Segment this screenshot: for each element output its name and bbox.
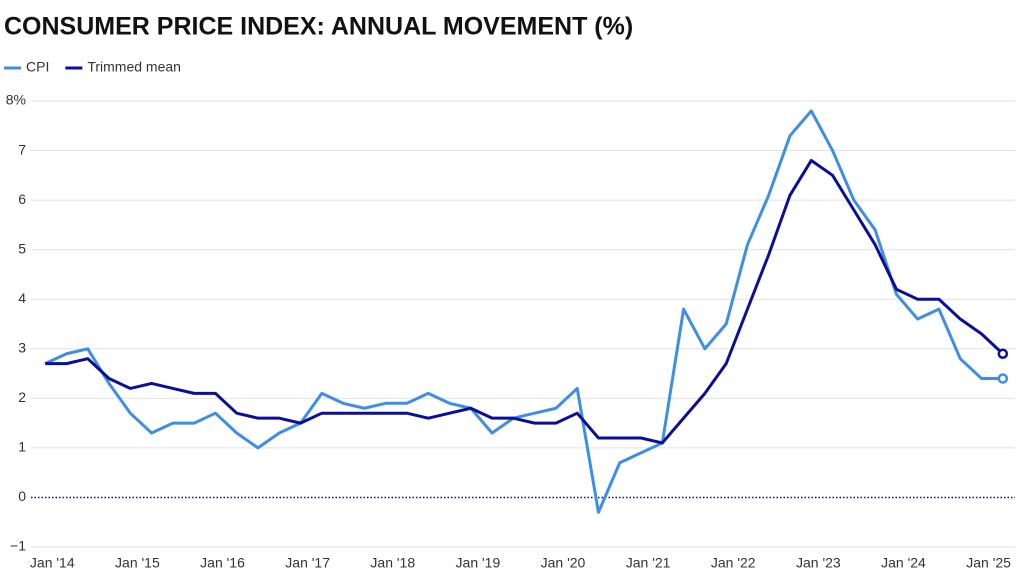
- y-tick-label: 4: [18, 290, 26, 306]
- series-line: [44, 109, 1003, 514]
- y-tick-label: 1: [18, 439, 26, 455]
- y-tick-label: 7: [18, 141, 26, 157]
- y-tick-label: 3: [18, 339, 26, 355]
- x-tick-label: Jan '14: [30, 555, 75, 571]
- x-tick-label: Jan '23: [796, 555, 841, 571]
- y-tick-label: 0: [18, 488, 26, 504]
- y-tick-label: −1: [10, 538, 26, 554]
- end-marker: [997, 373, 1009, 384]
- legend-label: CPI: [26, 59, 49, 75]
- x-tick-label: Jan '16: [200, 555, 245, 571]
- x-tick-label: Jan '18: [370, 555, 415, 571]
- series-line: [45, 158, 1004, 445]
- x-tick-label: Jan '21: [626, 555, 671, 571]
- x-tick-label: Jan '25: [966, 555, 1011, 571]
- legend-label: Trimmed mean: [87, 59, 181, 75]
- y-tick-label: 8%: [6, 92, 26, 108]
- y-tick-label: 2: [18, 389, 26, 405]
- x-tick-label: Jan '20: [541, 555, 586, 571]
- y-tick-label: 6: [18, 191, 26, 207]
- x-tick-label: Jan '19: [456, 555, 501, 571]
- end-marker: [997, 348, 1009, 359]
- x-tick-label: Jan '15: [115, 555, 160, 571]
- y-tick-label: 5: [18, 240, 26, 256]
- chart-title: CONSUMER PRICE INDEX: ANNUAL MOVEMENT (%…: [4, 13, 633, 41]
- x-tick-label: Jan '22: [711, 555, 756, 571]
- x-tick-label: Jan '17: [285, 555, 330, 571]
- x-tick-label: Jan '24: [881, 555, 926, 571]
